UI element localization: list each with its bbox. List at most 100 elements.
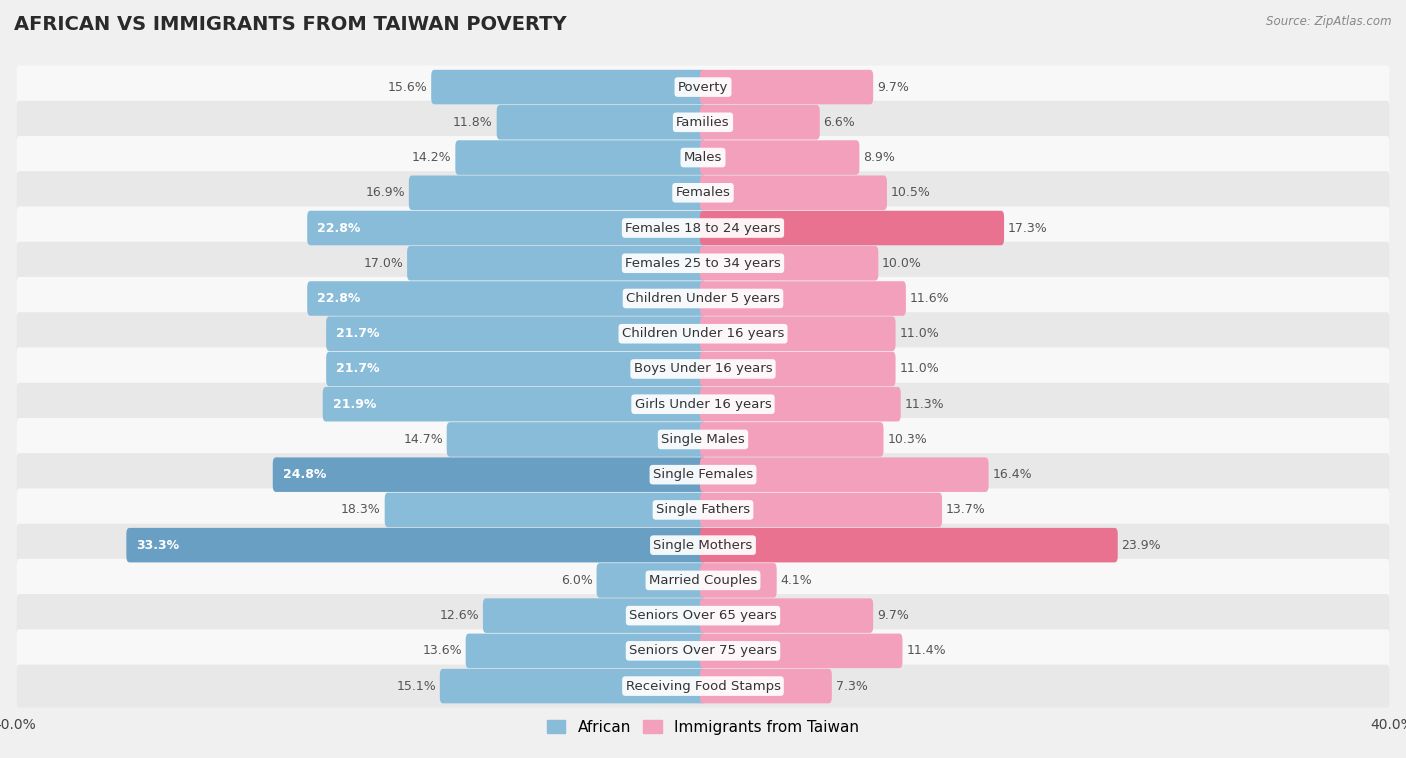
FancyBboxPatch shape xyxy=(17,277,1389,320)
FancyBboxPatch shape xyxy=(496,105,706,139)
Text: 12.6%: 12.6% xyxy=(440,609,479,622)
FancyBboxPatch shape xyxy=(700,211,1004,246)
FancyBboxPatch shape xyxy=(17,524,1389,567)
Text: 6.6%: 6.6% xyxy=(824,116,855,129)
Text: 21.7%: 21.7% xyxy=(336,362,380,375)
FancyBboxPatch shape xyxy=(409,176,706,210)
FancyBboxPatch shape xyxy=(326,352,706,387)
Text: Single Females: Single Females xyxy=(652,468,754,481)
Text: Girls Under 16 years: Girls Under 16 years xyxy=(634,398,772,411)
Text: 15.6%: 15.6% xyxy=(388,80,427,93)
FancyBboxPatch shape xyxy=(17,347,1389,390)
FancyBboxPatch shape xyxy=(127,528,706,562)
FancyBboxPatch shape xyxy=(700,669,832,703)
FancyBboxPatch shape xyxy=(700,598,873,633)
Text: 11.0%: 11.0% xyxy=(900,362,939,375)
FancyBboxPatch shape xyxy=(326,316,706,351)
Text: Boys Under 16 years: Boys Under 16 years xyxy=(634,362,772,375)
Text: 15.1%: 15.1% xyxy=(396,680,436,693)
FancyBboxPatch shape xyxy=(700,563,776,597)
FancyBboxPatch shape xyxy=(700,634,903,668)
Text: Females 25 to 34 years: Females 25 to 34 years xyxy=(626,257,780,270)
FancyBboxPatch shape xyxy=(17,101,1389,144)
FancyBboxPatch shape xyxy=(307,281,706,316)
FancyBboxPatch shape xyxy=(482,598,706,633)
Text: 11.3%: 11.3% xyxy=(904,398,945,411)
Text: Receiving Food Stamps: Receiving Food Stamps xyxy=(626,680,780,693)
Text: Single Mothers: Single Mothers xyxy=(654,539,752,552)
Text: 8.9%: 8.9% xyxy=(863,151,896,164)
Text: Families: Families xyxy=(676,116,730,129)
FancyBboxPatch shape xyxy=(17,66,1389,108)
Text: 33.3%: 33.3% xyxy=(136,539,180,552)
FancyBboxPatch shape xyxy=(323,387,706,421)
Text: 11.4%: 11.4% xyxy=(907,644,946,657)
Text: Children Under 5 years: Children Under 5 years xyxy=(626,292,780,305)
FancyBboxPatch shape xyxy=(700,140,859,175)
Text: 23.9%: 23.9% xyxy=(1122,539,1161,552)
Text: 22.8%: 22.8% xyxy=(318,292,360,305)
FancyBboxPatch shape xyxy=(307,211,706,246)
FancyBboxPatch shape xyxy=(465,634,706,668)
FancyBboxPatch shape xyxy=(700,387,901,421)
Text: 11.8%: 11.8% xyxy=(453,116,494,129)
Text: 14.2%: 14.2% xyxy=(412,151,451,164)
Text: 10.5%: 10.5% xyxy=(891,186,931,199)
Text: Children Under 16 years: Children Under 16 years xyxy=(621,327,785,340)
FancyBboxPatch shape xyxy=(700,493,942,527)
Text: Married Couples: Married Couples xyxy=(650,574,756,587)
FancyBboxPatch shape xyxy=(17,453,1389,496)
FancyBboxPatch shape xyxy=(17,136,1389,179)
Text: 6.0%: 6.0% xyxy=(561,574,593,587)
Text: AFRICAN VS IMMIGRANTS FROM TAIWAN POVERTY: AFRICAN VS IMMIGRANTS FROM TAIWAN POVERT… xyxy=(14,15,567,34)
Text: 11.6%: 11.6% xyxy=(910,292,949,305)
FancyBboxPatch shape xyxy=(596,563,706,597)
FancyBboxPatch shape xyxy=(17,594,1389,637)
FancyBboxPatch shape xyxy=(700,176,887,210)
Text: Seniors Over 65 years: Seniors Over 65 years xyxy=(628,609,778,622)
Text: Single Fathers: Single Fathers xyxy=(657,503,749,516)
Text: Males: Males xyxy=(683,151,723,164)
FancyBboxPatch shape xyxy=(447,422,706,457)
Text: 13.6%: 13.6% xyxy=(422,644,461,657)
FancyBboxPatch shape xyxy=(700,528,1118,562)
FancyBboxPatch shape xyxy=(17,312,1389,356)
Text: 24.8%: 24.8% xyxy=(283,468,326,481)
Text: 18.3%: 18.3% xyxy=(342,503,381,516)
Text: 13.7%: 13.7% xyxy=(946,503,986,516)
Text: 17.3%: 17.3% xyxy=(1008,221,1047,234)
FancyBboxPatch shape xyxy=(17,629,1389,672)
Legend: African, Immigrants from Taiwan: African, Immigrants from Taiwan xyxy=(541,713,865,741)
Text: Poverty: Poverty xyxy=(678,80,728,93)
Text: 17.0%: 17.0% xyxy=(363,257,404,270)
FancyBboxPatch shape xyxy=(456,140,706,175)
Text: 9.7%: 9.7% xyxy=(877,609,908,622)
FancyBboxPatch shape xyxy=(700,70,873,105)
Text: 16.9%: 16.9% xyxy=(366,186,405,199)
FancyBboxPatch shape xyxy=(408,246,706,280)
Text: Females 18 to 24 years: Females 18 to 24 years xyxy=(626,221,780,234)
Text: Seniors Over 75 years: Seniors Over 75 years xyxy=(628,644,778,657)
Text: 4.1%: 4.1% xyxy=(780,574,813,587)
Text: 21.9%: 21.9% xyxy=(333,398,375,411)
FancyBboxPatch shape xyxy=(17,488,1389,531)
FancyBboxPatch shape xyxy=(700,246,879,280)
Text: 9.7%: 9.7% xyxy=(877,80,908,93)
FancyBboxPatch shape xyxy=(17,171,1389,215)
Text: 10.0%: 10.0% xyxy=(882,257,922,270)
Text: 7.3%: 7.3% xyxy=(835,680,868,693)
FancyBboxPatch shape xyxy=(385,493,706,527)
Text: Single Males: Single Males xyxy=(661,433,745,446)
Text: Source: ZipAtlas.com: Source: ZipAtlas.com xyxy=(1267,15,1392,28)
FancyBboxPatch shape xyxy=(17,418,1389,461)
Text: 22.8%: 22.8% xyxy=(318,221,360,234)
FancyBboxPatch shape xyxy=(700,352,896,387)
FancyBboxPatch shape xyxy=(432,70,706,105)
FancyBboxPatch shape xyxy=(273,457,706,492)
Text: 21.7%: 21.7% xyxy=(336,327,380,340)
Text: 11.0%: 11.0% xyxy=(900,327,939,340)
Text: 10.3%: 10.3% xyxy=(887,433,927,446)
FancyBboxPatch shape xyxy=(700,281,905,316)
FancyBboxPatch shape xyxy=(700,105,820,139)
FancyBboxPatch shape xyxy=(17,383,1389,426)
